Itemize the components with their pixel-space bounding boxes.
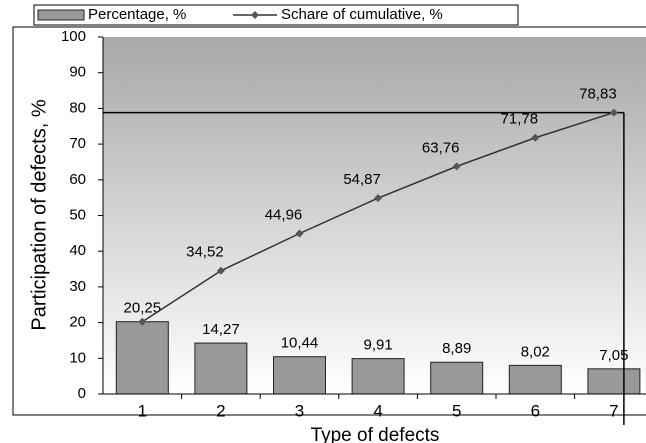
legend: Percentage, % Schare of cumulative, % (33, 4, 519, 26)
line-label: 54,87 (343, 171, 381, 188)
bar-label: 7,05 (599, 347, 628, 364)
y-tick-label: 50 (69, 206, 86, 223)
bar-label: 20,25 (124, 300, 162, 317)
y-tick-label: 60 (69, 171, 86, 188)
plot-area (103, 37, 646, 394)
x-tick-label: 1 (138, 401, 147, 420)
line-label: 78,83 (579, 86, 617, 103)
y-tick-label: 0 (78, 385, 86, 402)
legend-swatch (37, 9, 85, 21)
bar-label: 14,27 (202, 321, 240, 338)
bar (508, 364, 562, 395)
bar-label: 10,44 (281, 335, 319, 352)
bar (430, 361, 484, 395)
x-axis-title: Type of defects (311, 425, 440, 443)
line-marker (531, 133, 540, 142)
line-marker (138, 317, 147, 326)
line-label: 63,76 (422, 139, 460, 156)
line-marker (295, 229, 304, 238)
bar (273, 356, 326, 395)
legend-label: Percentage, % (88, 6, 186, 23)
bar (351, 358, 405, 395)
x-tick-label: 4 (373, 401, 382, 420)
x-tick-label: 2 (216, 401, 225, 420)
bar (194, 342, 248, 395)
bar (115, 321, 169, 395)
y-tick-label: 30 (69, 278, 86, 295)
line-label: 34,52 (186, 244, 224, 261)
bar-label: 9,91 (363, 337, 392, 354)
y-tick-label: 70 (69, 135, 86, 152)
x-tick-label: 5 (452, 401, 461, 420)
y-tick-label: 100 (61, 28, 86, 45)
legend-marker (251, 11, 259, 19)
x-tick-label: 6 (531, 401, 540, 420)
legend-label: Schare of cumulative, % (281, 6, 443, 23)
x-tick-label: 3 (295, 401, 304, 420)
y-tick-label: 40 (69, 242, 86, 259)
y-tick-label: 20 (69, 314, 86, 331)
y-tick-label: 80 (69, 99, 86, 116)
x-tick-label: 7 (609, 401, 618, 420)
line-marker (452, 162, 461, 171)
y-tick-label: 90 (69, 64, 86, 81)
line-label: 71,78 (501, 111, 539, 128)
bar-label: 8,02 (521, 343, 550, 360)
line-marker (374, 194, 383, 203)
y-axis-title: Participation of defects, % (28, 99, 50, 330)
bar (587, 368, 641, 395)
bar-label: 8,89 (442, 340, 471, 357)
line-label: 44,96 (265, 206, 303, 223)
line-marker (609, 108, 618, 117)
line-marker (216, 266, 225, 275)
y-tick-label: 10 (69, 349, 86, 366)
